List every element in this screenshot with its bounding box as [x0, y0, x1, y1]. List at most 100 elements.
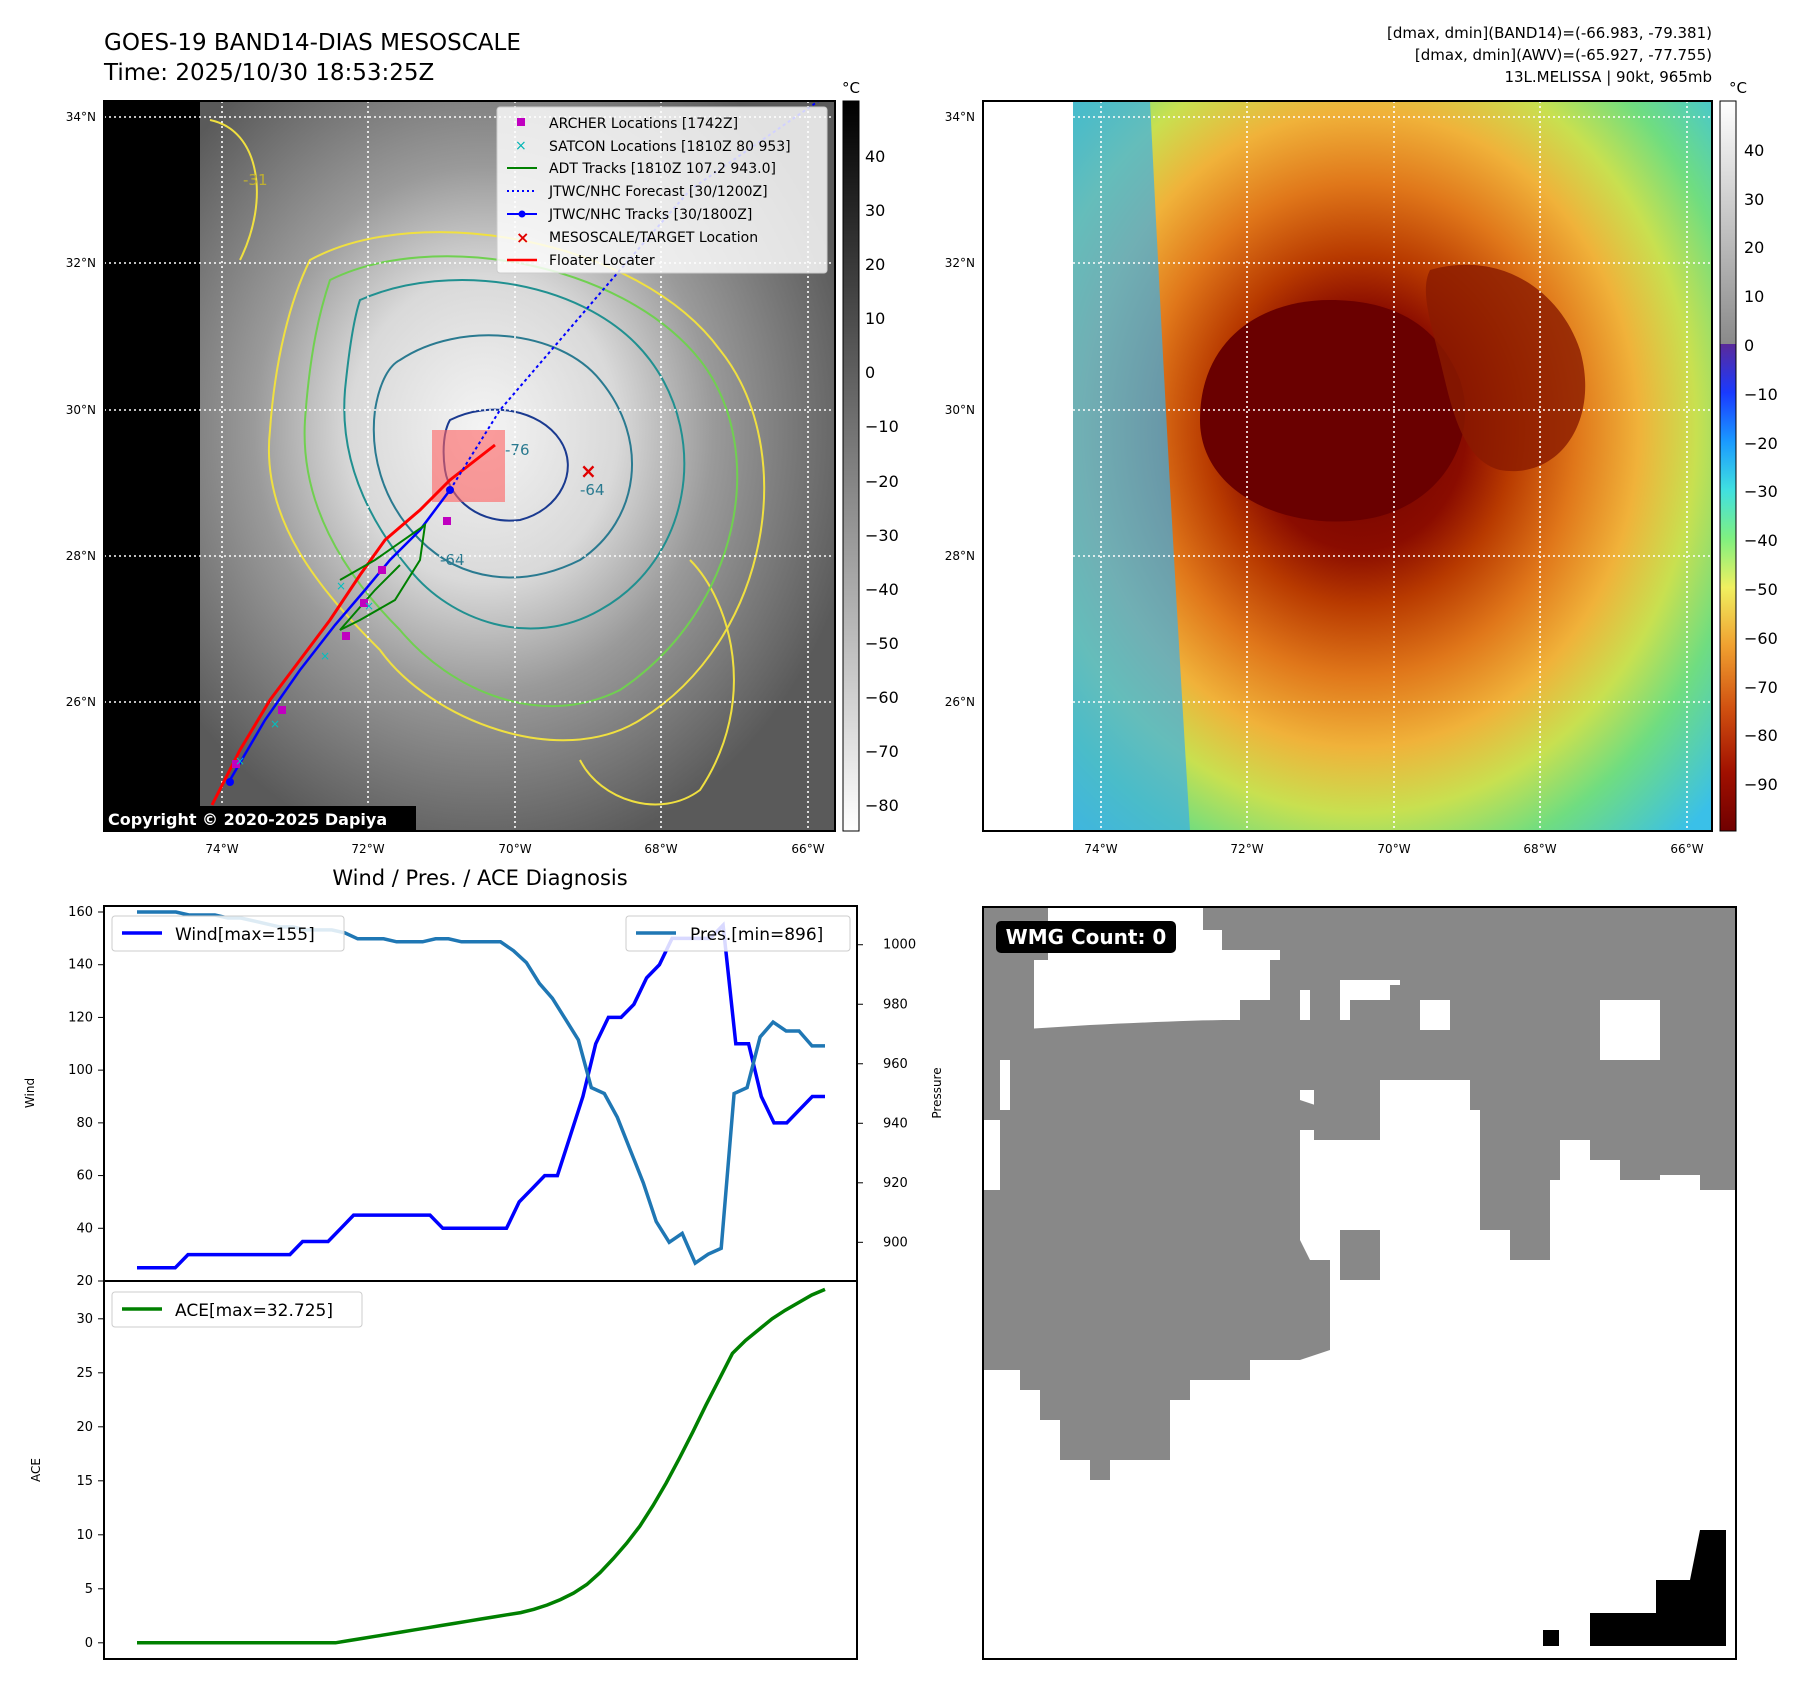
pressure-axis-tick-label: 900: [883, 1235, 908, 1250]
wmg-count-badge: [996, 921, 1176, 953]
awv-map-panel: [983, 101, 1712, 831]
cbar-tick: 10: [1744, 287, 1764, 306]
pressure-axis-tick-label: 920: [883, 1176, 908, 1191]
ace-axis-tick-label: 5: [85, 1582, 93, 1597]
jtwc-track-point: [446, 486, 454, 494]
ace-legend-label: ACE[max=32.725]: [175, 1301, 333, 1321]
lat-label: 28°N: [945, 549, 975, 563]
lon-label: 68°W: [1523, 842, 1556, 856]
storm-info-text: 13L.MELISSA | 90kt, 965mb: [1504, 68, 1712, 86]
ir-colorbar-ticks: 40 30 20 10 0 −10 −20 −30 −40 −50 −60 −7…: [865, 147, 899, 815]
cbar-tick: −30: [865, 526, 899, 545]
lat-label: 34°N: [66, 110, 96, 124]
cbar-tick: 40: [865, 147, 885, 166]
lat-label: 34°N: [945, 110, 975, 124]
awv-colorbar-top: [1720, 101, 1736, 344]
cbar-tick: 10: [865, 309, 885, 328]
cbar-tick: 0: [1744, 336, 1754, 355]
wind-axis-label: Wind: [23, 1078, 37, 1108]
cbar-tick: −90: [1744, 775, 1778, 794]
cbar-tick: 0: [865, 363, 875, 382]
svg-text:×: ×: [515, 138, 527, 154]
mesoscale-target-marker: ×: [580, 459, 597, 483]
awv-dark-core: [1200, 300, 1466, 522]
cbar-tick: 20: [865, 255, 885, 274]
wind-legend: [111, 915, 345, 952]
cbar-tick: 30: [865, 201, 885, 220]
jtwc-nhc-forecast: [449, 101, 821, 491]
lon-label: 72°W: [351, 842, 384, 856]
ace-legend: [111, 1291, 363, 1328]
cbar-tick: −10: [1744, 385, 1778, 404]
wmg-count-label: WMG Count: 0: [1006, 925, 1167, 949]
lat-label: 26°N: [66, 695, 96, 709]
lon-label: 72°W: [1230, 842, 1263, 856]
pressure-axis-tick-label: 1000: [883, 938, 916, 953]
contour-label-64b: -64: [580, 481, 605, 499]
ir-map-axis-labels: 34°N 32°N 30°N 28°N 26°N 74°W 72°W 70°W …: [66, 110, 825, 856]
svg-text:×: ×: [336, 579, 346, 593]
legend-forecast: JTWC/NHC Forecast [30/1200Z]: [548, 184, 768, 200]
pressure-legend-label: Pres.[min=896]: [690, 925, 823, 945]
awv-colorbar-ticks: 40 30 20 10 0 −10 −20 −30 −40 −50 −60 −7…: [1744, 141, 1778, 794]
lon-label: 70°W: [1377, 842, 1410, 856]
wmg-panel: WMG Count: 0: [982, 906, 1737, 1660]
cbar-tick: 30: [1744, 190, 1764, 209]
lat-label: 32°N: [945, 256, 975, 270]
awv-colorbar-bottom: [1720, 344, 1736, 831]
wind-axis-tick-label: 40: [76, 1221, 93, 1236]
copyright-text: Copyright © 2020-2025 Dapiya: [108, 810, 387, 829]
wind-axis-tick-label: 60: [76, 1169, 93, 1184]
wind-axis-tick-label: 100: [68, 1063, 93, 1078]
cbar-tick: −40: [865, 580, 899, 599]
lat-label: 32°N: [66, 256, 96, 270]
cbar-tick: −80: [865, 796, 899, 815]
ace-axis-tick-label: 30: [76, 1312, 93, 1327]
lon-label: 74°W: [1084, 842, 1117, 856]
wind-axis-tick-label: 160: [68, 905, 93, 920]
contour-blue-teal: [372, 334, 634, 579]
contour-label-76: -76: [505, 441, 530, 459]
cbar-tick: −20: [865, 472, 899, 491]
contour-green: [303, 255, 739, 708]
map-legend: ARCHER Locations [1742Z] × SATCON Locati…: [496, 106, 828, 274]
ace-axis-tick-label: 0: [85, 1636, 93, 1651]
legend-archer: ARCHER Locations [1742Z]: [549, 116, 738, 132]
ir-colorbar-unit: °C: [842, 79, 860, 97]
ace-axis-tick-label: 10: [76, 1528, 93, 1543]
archer-locations: [232, 517, 451, 768]
cbar-tick: −60: [1744, 629, 1778, 648]
svg-text:×: ×: [320, 649, 330, 663]
contour-teal: [343, 279, 686, 630]
cbar-tick: −30: [1744, 482, 1778, 501]
legend-mesoscale: MESOSCALE/TARGET Location: [549, 230, 758, 246]
jtwc-nhc-track: [228, 489, 451, 781]
cbar-tick: 40: [1744, 141, 1764, 160]
cbar-tick: 20: [1744, 238, 1764, 257]
wind-axis-tick-label: 20: [76, 1274, 93, 1289]
ace-axis-tick-label: 15: [76, 1474, 93, 1489]
lat-label: 28°N: [66, 549, 96, 563]
lon-label: 68°W: [644, 842, 677, 856]
lon-label: 66°W: [791, 842, 824, 856]
floater-locater-track: [210, 443, 496, 806]
cbar-tick: −10: [865, 417, 899, 436]
cbar-tick: −50: [1744, 580, 1778, 599]
wind-legend-label: Wind[max=155]: [175, 925, 315, 945]
dmax-awv-text: [dmax, dmin](AWV)=(-65.927, -77.755): [1415, 46, 1712, 64]
cbar-tick: −70: [1744, 678, 1778, 697]
cbar-tick: −20: [1744, 434, 1778, 453]
lat-label: 30°N: [945, 403, 975, 417]
cbar-tick: −80: [1744, 726, 1778, 745]
wind-pressure-axes: Wind Pressure 20 40 60 80 100 120 140 160 900 92…: [23, 905, 944, 1289]
wind-axis-tick-label: 120: [68, 1010, 93, 1025]
pressure-axis-tick-label: 960: [883, 1057, 908, 1072]
contour-label-31: -31: [243, 171, 268, 189]
legend-satcon: SATCON Locations [1810Z 80 953]: [549, 139, 791, 155]
ace-axis-tick-label: 20: [76, 1420, 93, 1435]
awv-map-axis-labels: 34°N 32°N 30°N 28°N 26°N 74°W 72°W 70°W …: [945, 110, 1704, 856]
figure-time: Time: 2025/10/30 18:53:25Z: [103, 60, 434, 86]
lon-label: 66°W: [1670, 842, 1703, 856]
wind-axis-tick-label: 140: [68, 958, 93, 973]
